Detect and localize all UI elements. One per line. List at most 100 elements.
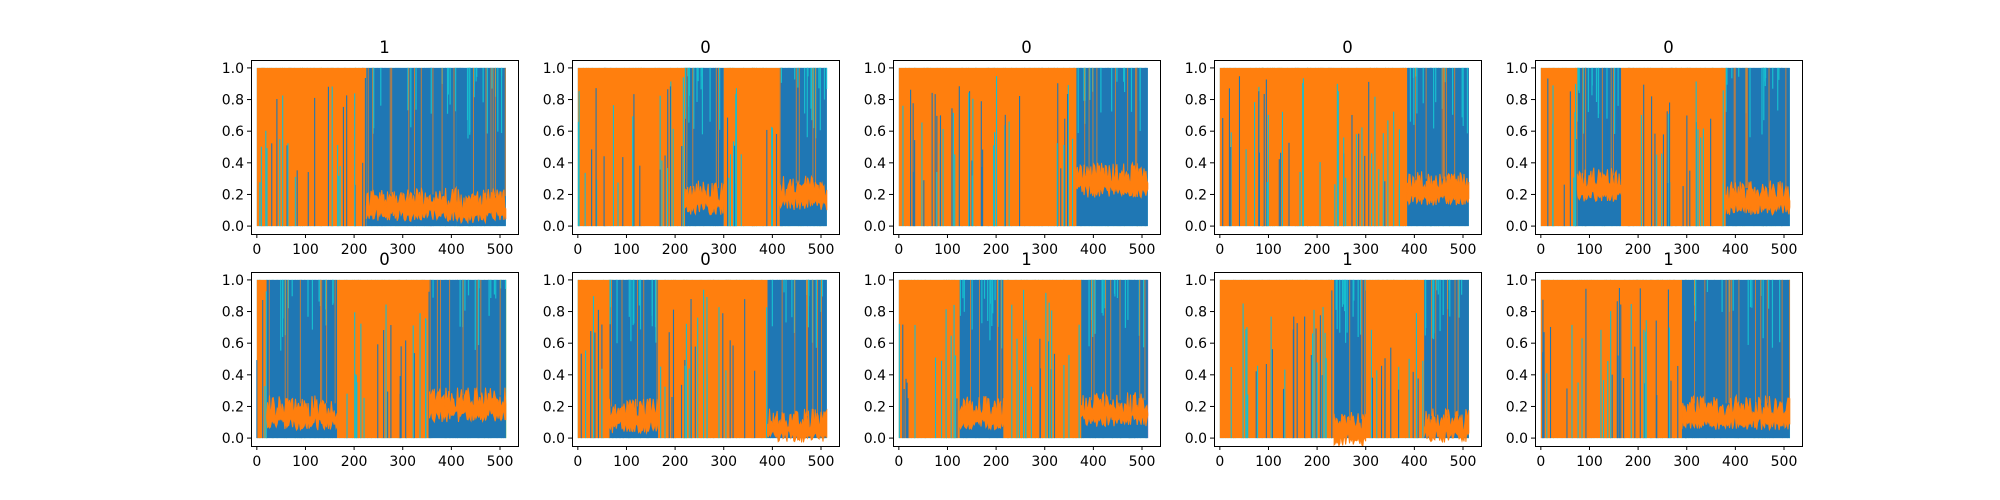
plot-area <box>577 67 828 227</box>
y-tick-label: 0.6 <box>1506 336 1528 352</box>
y-tick-label: 0.0 <box>1185 431 1207 447</box>
y-tick-label: 0.0 <box>1506 219 1528 235</box>
x-tick-label: 400 <box>1080 454 1107 470</box>
x-tick-label: 100 <box>934 454 961 470</box>
plot-area <box>898 67 1149 227</box>
x-tick-label: 400 <box>438 454 465 470</box>
y-tick-label: 1.0 <box>1185 273 1207 289</box>
subplot-title: 0 <box>1342 38 1353 57</box>
axes-frame <box>251 60 519 235</box>
y-tick-label: 0.0 <box>864 431 886 447</box>
y-tick-label: 0.4 <box>864 368 886 384</box>
y-tick-label: 0.8 <box>543 93 565 109</box>
x-tick-label: 300 <box>1352 454 1379 470</box>
x-tick-label: 200 <box>662 242 689 258</box>
subplot-title: 1 <box>1021 250 1032 269</box>
series-segment <box>1219 67 1408 227</box>
x-tick-label: 100 <box>1576 242 1603 258</box>
y-tick-label: 1.0 <box>1506 273 1528 289</box>
series-line <box>1681 393 1791 432</box>
axes-frame <box>1214 272 1482 447</box>
subplot-6: 0 100 200 300 400 500 0.0 0.2 0.4 0.6 0.8 1.0 0 <box>222 250 519 470</box>
x-tick-label: 400 <box>1080 242 1107 258</box>
y-tick-label: 0.8 <box>222 93 244 109</box>
series-line <box>1333 412 1367 446</box>
axes-frame <box>893 60 1161 235</box>
y-tick-label: 1.0 <box>543 61 565 77</box>
y-tick-label: 1.0 <box>222 273 244 289</box>
y-tick-label: 0.6 <box>222 124 244 140</box>
series-segment <box>898 67 1077 227</box>
series-segment <box>577 67 685 227</box>
x-tick-label: 200 <box>1304 454 1331 470</box>
x-tick-label: 0 <box>573 454 582 470</box>
plot-area <box>1219 67 1470 227</box>
y-tick-label: 1.0 <box>1185 61 1207 77</box>
y-tick-label: 0.8 <box>1506 305 1528 321</box>
x-tick-label: 300 <box>389 454 416 470</box>
series-segment <box>256 67 367 227</box>
x-tick-label: 300 <box>1352 242 1379 258</box>
x-tick-label: 0 <box>894 242 903 258</box>
series-line <box>429 387 507 424</box>
subplot-5: 0 100 200 300 400 500 0.0 0.2 0.4 0.6 0.8 1.0 0 <box>1506 38 1803 258</box>
series-line <box>1725 180 1791 216</box>
x-tick-label: 300 <box>1673 242 1700 258</box>
y-tick-label: 0.0 <box>1506 431 1528 447</box>
y-tick-label: 0.0 <box>543 219 565 235</box>
y-tick-label: 1.0 <box>864 61 886 77</box>
y-tick-label: 0.8 <box>1506 93 1528 109</box>
plot-area <box>256 67 507 227</box>
y-tick-label: 0.0 <box>222 219 244 235</box>
x-tick-label: 300 <box>1031 242 1058 258</box>
y-tick-label: 0.6 <box>1185 124 1207 140</box>
x-tick-label: 300 <box>710 242 737 258</box>
y-tick-label: 0.2 <box>1185 187 1207 203</box>
x-tick-label: 0 <box>894 454 903 470</box>
y-tick-label: 0.4 <box>1185 368 1207 384</box>
series-segment <box>256 279 267 439</box>
y-tick-label: 0.8 <box>222 305 244 321</box>
x-tick-label: 500 <box>1129 454 1156 470</box>
x-tick-label: 500 <box>1129 242 1156 258</box>
y-tick-label: 0.4 <box>864 156 886 172</box>
series-segment <box>1219 279 1335 439</box>
subplot-1: 0 100 200 300 400 500 0.0 0.2 0.4 0.6 0.8 1.0 1 <box>222 38 519 258</box>
subplot-title: 1 <box>1342 250 1353 269</box>
series-segment <box>1003 279 1082 439</box>
y-tick-label: 0.2 <box>1185 399 1207 415</box>
series-line <box>1423 407 1470 443</box>
y-tick-label: 0.4 <box>543 368 565 384</box>
x-tick-label: 0 <box>1536 242 1545 258</box>
y-tick-label: 0.6 <box>543 124 565 140</box>
axes-frame <box>893 272 1161 447</box>
x-tick-label: 400 <box>1722 454 1749 470</box>
x-tick-label: 500 <box>1771 454 1798 470</box>
y-tick-label: 0.4 <box>1506 156 1528 172</box>
series-segment <box>898 279 960 439</box>
x-tick-label: 100 <box>934 242 961 258</box>
y-tick-label: 0.8 <box>1185 93 1207 109</box>
x-tick-label: 200 <box>1625 454 1652 470</box>
y-tick-label: 0.6 <box>222 336 244 352</box>
subplot-title: 0 <box>700 38 711 57</box>
subplot-title: 0 <box>1021 38 1032 57</box>
y-tick-label: 0.0 <box>864 219 886 235</box>
x-tick-label: 400 <box>1401 242 1428 258</box>
x-tick-label: 0 <box>573 242 582 258</box>
series-line <box>779 174 828 211</box>
series-line <box>767 408 828 443</box>
x-tick-label: 100 <box>1255 454 1282 470</box>
x-tick-label: 0 <box>252 242 261 258</box>
x-tick-label: 400 <box>1401 454 1428 470</box>
x-tick-label: 500 <box>487 242 514 258</box>
y-tick-label: 0.6 <box>543 336 565 352</box>
y-tick-label: 0.4 <box>222 368 244 384</box>
axes-frame <box>1535 60 1803 235</box>
y-tick-label: 0.6 <box>864 336 886 352</box>
x-tick-label: 100 <box>1255 242 1282 258</box>
axes-frame <box>1535 272 1803 447</box>
x-tick-label: 0 <box>1536 454 1545 470</box>
x-tick-label: 500 <box>1450 242 1477 258</box>
x-tick-label: 200 <box>341 454 368 470</box>
